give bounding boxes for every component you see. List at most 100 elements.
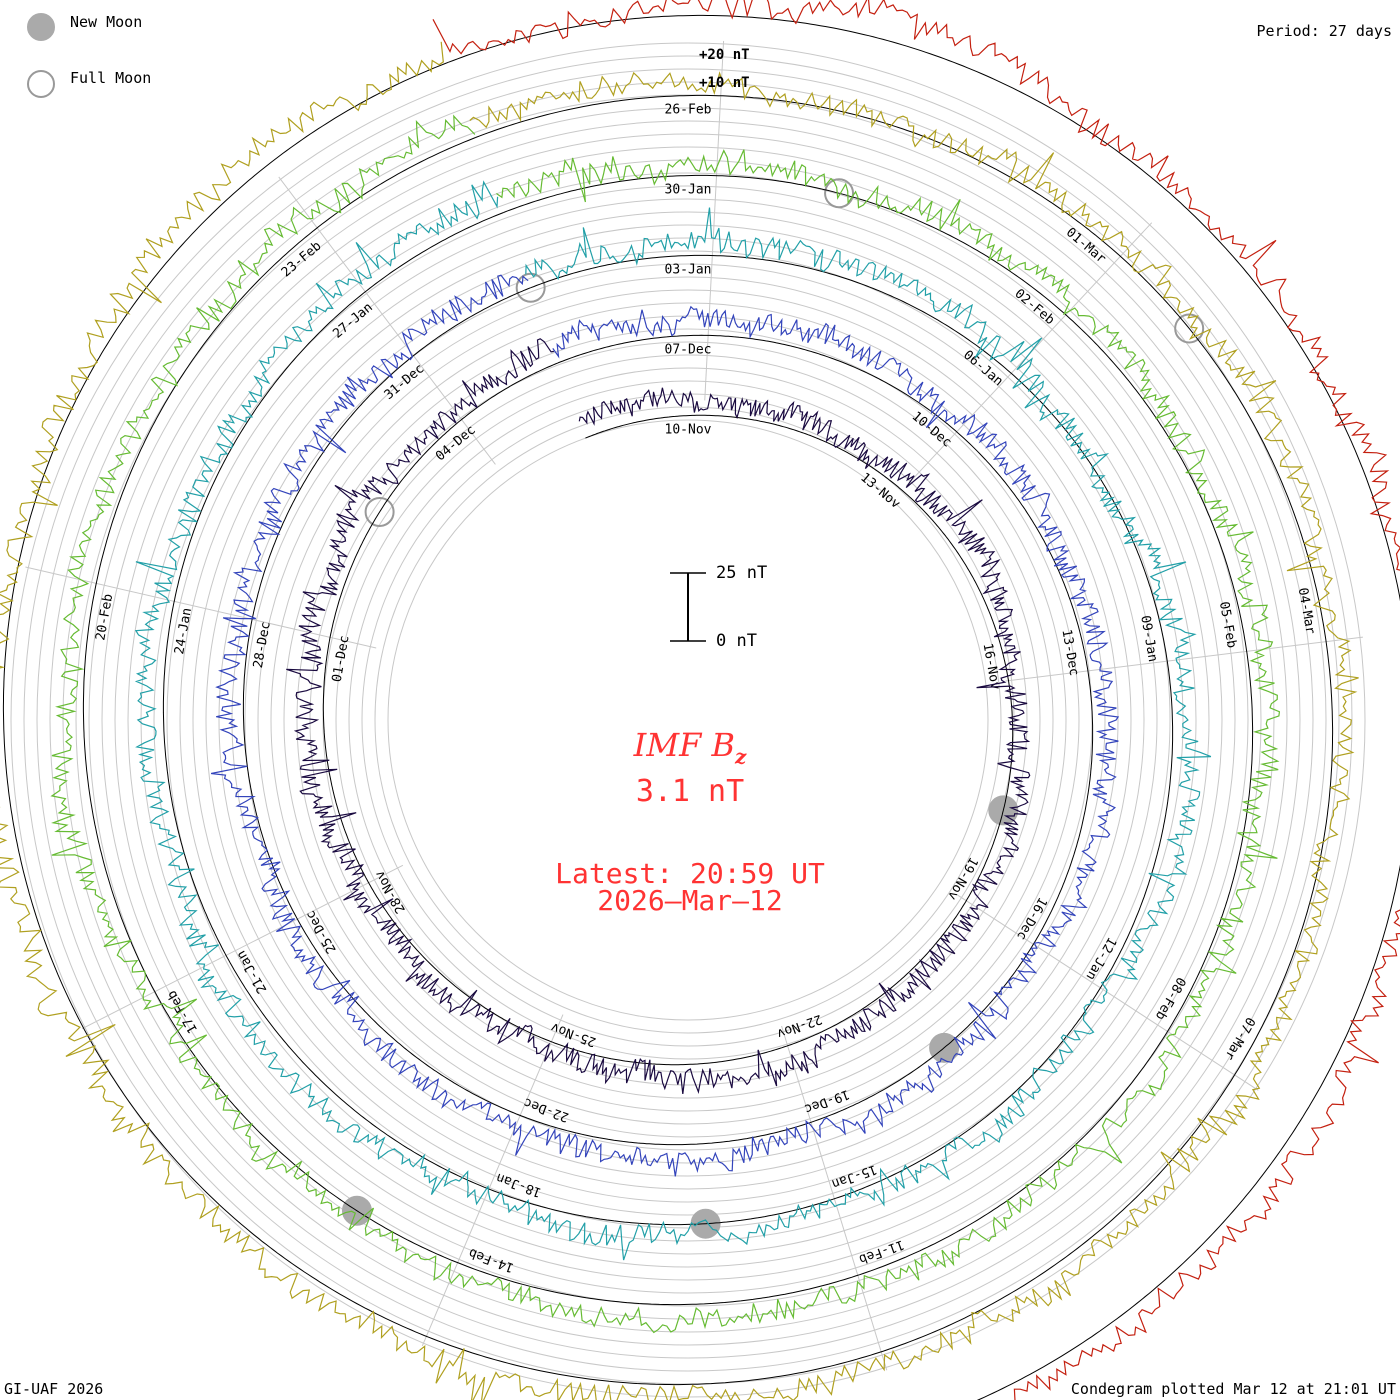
date-label: 27-Jan [330, 300, 376, 342]
series-rev-5 [432, 0, 1400, 1400]
chart-title: IMF Bz [490, 726, 890, 768]
series-rev-2 [134, 180, 1212, 1261]
date-label: 04-Dec [433, 423, 479, 465]
full-moon-marker [364, 496, 395, 527]
new-moon-legend-label: New Moon [70, 13, 143, 31]
grid-ring [49, 81, 1327, 1359]
grid-ring [270, 302, 1106, 1138]
date-label: 28-Nov [372, 867, 409, 915]
date-label: 07-Mar [1221, 1014, 1258, 1062]
date-label: 24-Jan [172, 607, 195, 656]
full-moon-marker [515, 272, 546, 303]
grid-spoke [278, 176, 496, 465]
latest-date: 2026–Mar–12 [597, 884, 783, 917]
date-label: 08-Feb [1152, 974, 1189, 1022]
date-label: 19-Dec [802, 1086, 851, 1116]
date-label: 22-Nov [774, 1011, 823, 1041]
date-label: 20-Feb [93, 593, 116, 642]
baseline-rev-1 [242, 287, 1094, 1146]
date-label: 05-Feb [1216, 600, 1239, 649]
date-label: 26-Feb [665, 103, 712, 118]
grid-ring [153, 185, 1223, 1255]
date-label: 13-Nov [857, 470, 903, 512]
scale-bar-top-label: 25 nT [716, 563, 768, 583]
new-moon-legend-icon [27, 13, 55, 41]
grid-ring [309, 341, 1067, 1099]
date-label: 14-Feb [467, 1245, 516, 1275]
scale-bar [670, 572, 706, 642]
grid-ring [387, 419, 989, 1021]
ring-scale-20nt: +20 nT [699, 47, 750, 63]
grid-ring [192, 224, 1184, 1216]
full-moon-marker [1174, 313, 1205, 344]
grid-spoke [421, 1014, 564, 1347]
grid-ring [179, 211, 1197, 1229]
date-label: 30-Jan [665, 183, 712, 198]
grid-ring [335, 367, 1041, 1073]
latest-time: Latest: 20:59 UT [555, 857, 825, 890]
full-moon-legend-icon [27, 70, 55, 98]
series-rev-3 [50, 114, 1281, 1334]
date-label: 01-Mar [1063, 225, 1109, 267]
grid-ring [140, 172, 1236, 1268]
date-label: 03-Jan [665, 263, 712, 278]
grid-ring [205, 237, 1171, 1203]
date-label: 01-Dec [330, 634, 353, 683]
grid-ring [244, 276, 1132, 1164]
baseline-rev-3 [82, 136, 1254, 1306]
grid-spoke [956, 893, 1259, 1091]
grid-ring [62, 94, 1314, 1346]
series-rev-1 [210, 274, 1120, 1177]
grid-ring [322, 354, 1054, 1086]
date-label: 12-Jan [1083, 934, 1119, 982]
grid-ring [88, 120, 1288, 1320]
grid-spoke [781, 1025, 888, 1371]
grid-ring [218, 250, 1158, 1190]
full-moon-legend-label: Full Moon [70, 69, 152, 87]
baseline-rev-0 [322, 362, 1014, 1066]
grid-ring [101, 133, 1275, 1307]
date-label: 09-Jan [1137, 614, 1160, 663]
grid-ring [257, 289, 1119, 1151]
footer-credit: GI-UAF 2026 [4, 1380, 104, 1398]
grid-ring [127, 159, 1249, 1281]
spoke-grid [25, 40, 1363, 1371]
grid-spoke [81, 864, 404, 1030]
grid-ring [36, 68, 1340, 1372]
date-label: 18-Jan [494, 1170, 543, 1200]
date-label: 04-Mar [1295, 587, 1318, 636]
grid-ring [296, 328, 1080, 1112]
chart-title-main: IMF B [633, 726, 735, 764]
footer-plotted: Condegram plotted Mar 12 at 21:01 UT [1070, 1380, 1396, 1398]
period-label: Period: 27 days [1256, 22, 1392, 40]
baseline-rev-4 [2, 61, 1334, 1386]
date-label: 13-Dec [1058, 628, 1081, 677]
grid-ring [114, 146, 1262, 1294]
grid-ring [75, 107, 1301, 1333]
date-label: 07-Dec [665, 343, 712, 358]
date-label: 10-Nov [665, 423, 712, 438]
grid-spoke [704, 40, 725, 401]
date-labels: 10-Nov13-Nov16-Nov19-Nov22-Nov25-Nov28-N… [93, 103, 1317, 1275]
date-label: 10-Dec [909, 409, 955, 451]
ring-scale-10nt: +10 nT [699, 75, 750, 91]
grid-ring [374, 406, 1002, 1034]
baseline-rev-5 [448, 14, 1400, 1400]
full-moon-marker [824, 178, 855, 209]
date-label: 19-Nov [944, 854, 981, 902]
series-rev-0 [286, 338, 1031, 1095]
grid-spoke [25, 566, 377, 649]
date-label: 11-Feb [857, 1236, 906, 1266]
current-value: 3.1 nT [635, 774, 745, 809]
grid-spoke [1005, 636, 1363, 682]
series-rev-4 [0, 41, 1359, 1400]
scale-bar-bottom-label: 0 nT [716, 631, 757, 651]
grid-ring [361, 393, 1015, 1047]
baseline-rev-2 [162, 212, 1174, 1226]
date-label: 25-Nov [549, 1019, 598, 1049]
date-label: 17-Feb [165, 987, 202, 1035]
chart-title-subscript: z [734, 744, 747, 769]
grid-ring [348, 380, 1028, 1060]
